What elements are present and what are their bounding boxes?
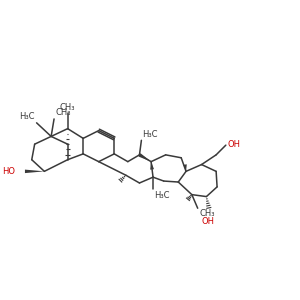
- Polygon shape: [25, 169, 44, 173]
- Text: OH: OH: [202, 217, 215, 226]
- Polygon shape: [139, 153, 151, 162]
- Text: CH₃: CH₃: [200, 209, 215, 218]
- Text: HO: HO: [2, 167, 15, 176]
- Text: H₃C: H₃C: [19, 112, 35, 121]
- Polygon shape: [150, 162, 154, 170]
- Text: OH: OH: [228, 140, 241, 149]
- Polygon shape: [183, 164, 187, 171]
- Text: H₃C: H₃C: [142, 130, 158, 139]
- Text: H₃C: H₃C: [154, 191, 170, 200]
- Text: CH₃: CH₃: [55, 108, 70, 117]
- Text: CH₃: CH₃: [60, 103, 75, 112]
